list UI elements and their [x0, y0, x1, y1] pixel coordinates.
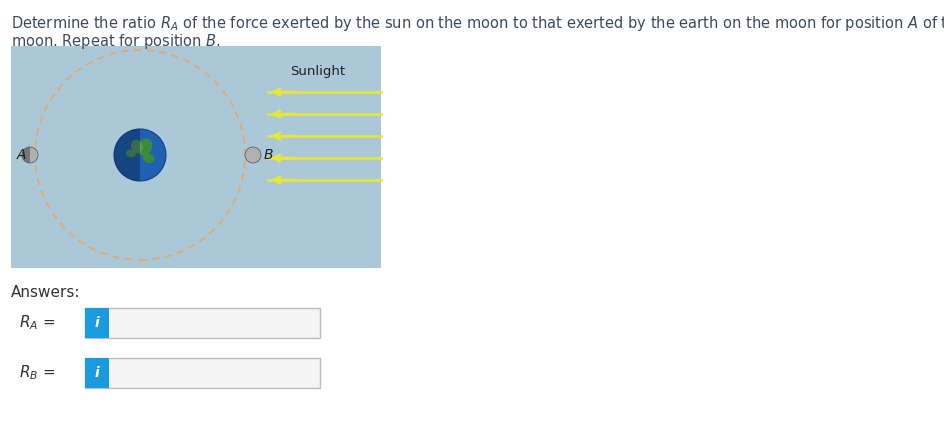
Ellipse shape [137, 139, 152, 156]
Text: Sunlight: Sunlight [290, 65, 345, 78]
Wedge shape [22, 147, 30, 163]
Ellipse shape [143, 153, 154, 163]
Circle shape [244, 147, 261, 163]
Bar [85, 358, 320, 388]
Text: moon. Repeat for position $B$.: moon. Repeat for position $B$. [11, 32, 221, 51]
Text: $R_A$ =: $R_A$ = [19, 314, 55, 332]
Ellipse shape [131, 139, 143, 153]
Text: Answers:: Answers: [11, 285, 80, 300]
Bar [85, 358, 109, 388]
Bar [85, 308, 320, 338]
Text: $B$: $B$ [262, 148, 274, 162]
Ellipse shape [126, 150, 136, 158]
Text: i: i [94, 366, 99, 380]
Text: $A$: $A$ [16, 148, 27, 162]
Text: Determine the ratio $R_A$ of the force exerted by the sun on the moon to that ex: Determine the ratio $R_A$ of the force e… [11, 14, 944, 33]
Bar [11, 46, 380, 268]
Text: $R_B$ =: $R_B$ = [19, 363, 55, 382]
Circle shape [22, 147, 38, 163]
Bar [85, 308, 109, 338]
Wedge shape [114, 129, 140, 181]
Circle shape [114, 129, 166, 181]
Text: i: i [94, 316, 99, 330]
